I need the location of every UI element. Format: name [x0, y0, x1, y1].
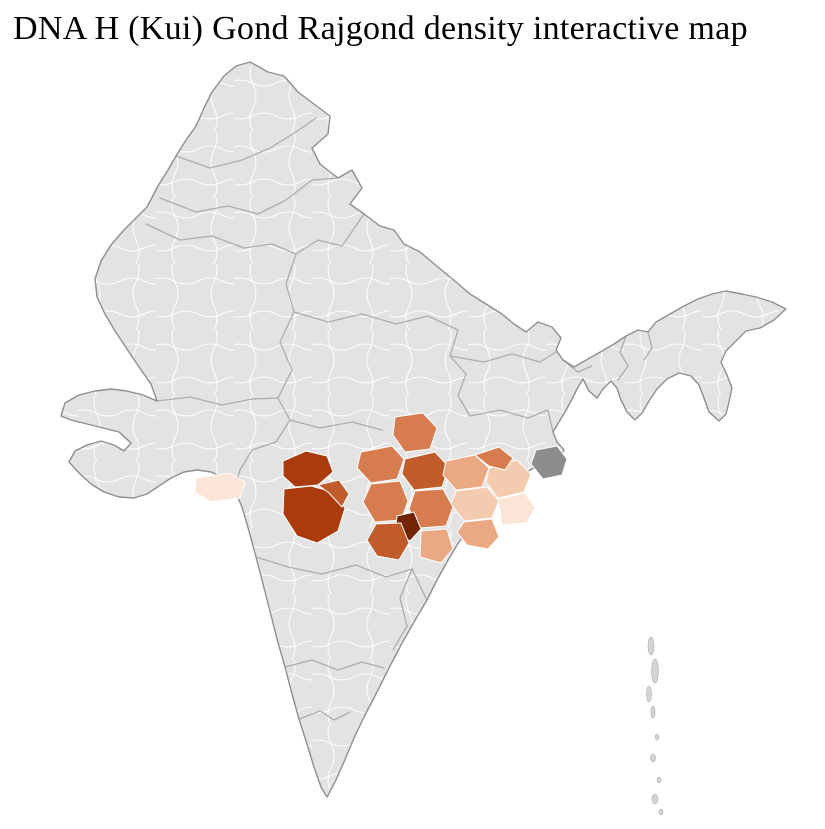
district-density-level4[interactable] [474, 446, 514, 471]
district-density-level3[interactable] [456, 518, 500, 550]
state-border-line [449, 351, 557, 363]
district-density-level3[interactable] [419, 528, 454, 564]
district-density-level1[interactable] [497, 492, 536, 526]
island [650, 705, 656, 719]
district-density-level4[interactable] [392, 412, 438, 453]
island [651, 793, 659, 805]
state-border-line [156, 396, 279, 406]
island [646, 685, 652, 703]
district-density-level1[interactable] [194, 472, 246, 503]
island [650, 753, 656, 763]
state-border-line [289, 419, 383, 431]
state-border-line [293, 311, 459, 331]
island [656, 776, 662, 784]
state-border-line [284, 659, 385, 671]
state-border-line [449, 329, 471, 417]
state-border-line [469, 409, 554, 433]
density-districts [194, 412, 568, 564]
state-border-line [145, 213, 365, 255]
district-density-level4[interactable] [356, 445, 405, 484]
state-border-line [159, 177, 339, 215]
island [658, 808, 664, 816]
district-density-level6[interactable] [282, 450, 334, 488]
state-border-line [392, 568, 413, 651]
island [647, 636, 655, 656]
island [654, 733, 660, 741]
state-border-line [233, 419, 291, 490]
state-border-line [175, 117, 317, 169]
district-density-level5[interactable] [401, 451, 450, 491]
state-border-line [643, 331, 653, 361]
state-border-line [298, 710, 351, 721]
district-density-level2[interactable] [485, 459, 532, 499]
district-density-level5[interactable] [366, 522, 410, 561]
state-border-line [617, 335, 629, 381]
district-density-level4[interactable] [408, 488, 454, 529]
district-dark-gray[interactable] [530, 445, 568, 480]
district-density-level5[interactable] [317, 479, 350, 508]
andaman-nicobar-islands [646, 636, 664, 816]
district-density-level6[interactable] [282, 485, 346, 544]
page-title: DNA H (Kui) Gond Rajgond density interac… [13, 10, 748, 47]
district-density-level2[interactable] [450, 486, 500, 522]
island [651, 658, 659, 684]
